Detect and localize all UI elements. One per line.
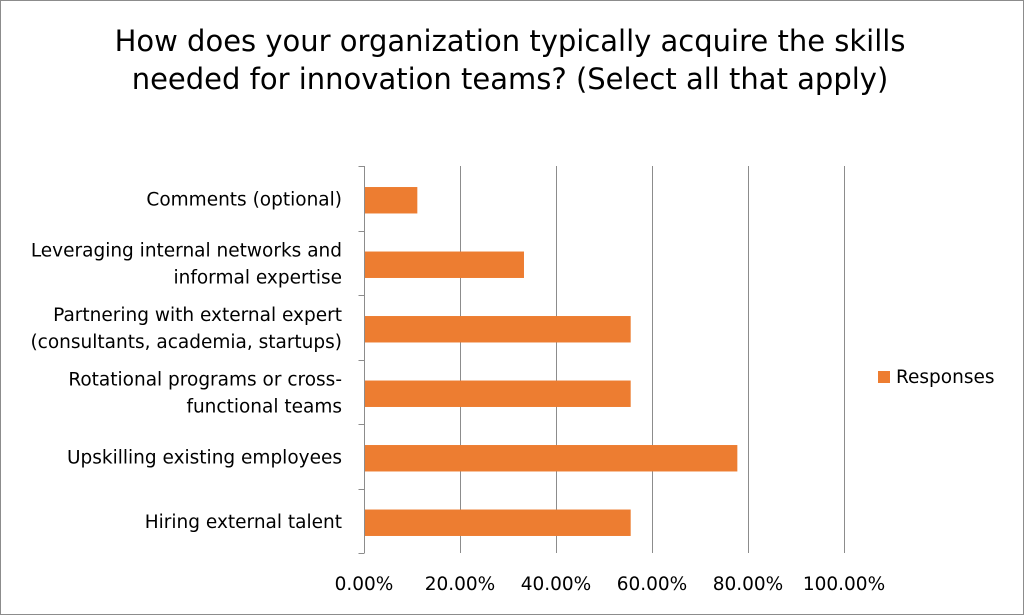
bar — [365, 316, 631, 343]
legend: Responses — [878, 364, 995, 390]
x-tick-label: 0.00% — [335, 574, 394, 595]
bar — [365, 380, 631, 407]
category-label-line: (consultants, academia, startups) — [30, 332, 342, 353]
bar — [365, 445, 738, 472]
bars — [365, 187, 738, 536]
x-tick-label: 60.00% — [617, 574, 688, 595]
category-label-line: Hiring external talent — [145, 512, 342, 533]
category-label-line: Leveraging internal networks and — [31, 240, 342, 261]
bar — [365, 187, 418, 214]
category-label: Comments (optional) — [146, 189, 342, 210]
gridlines — [460, 166, 845, 553]
category-label-line: informal expertise — [173, 267, 342, 288]
category-label-line: Partnering with external expert — [53, 305, 342, 326]
category-label-line: functional teams — [186, 396, 342, 417]
category-label: Partnering with external expert (consulta… — [30, 305, 342, 353]
category-label: Hiring external talent — [145, 512, 342, 533]
category-label-line: Rotational programs or cross- — [68, 369, 342, 390]
x-tick-label: 100.00% — [803, 574, 885, 595]
chart-title: How does your organization typically acq… — [114, 24, 906, 96]
bar — [365, 509, 631, 536]
category-label-line: Comments (optional) — [146, 189, 342, 210]
value-tick-labels: 0.00% 20.00% 40.00% 60.00% 80.00% 100.00% — [335, 574, 886, 595]
category-label: Upskilling existing employees — [67, 447, 342, 468]
category-label: Rotational programs or cross-functional … — [68, 369, 342, 417]
x-tick-label: 80.00% — [713, 574, 784, 595]
x-tick-label: 40.00% — [521, 574, 592, 595]
category-labels: Comments (optional) Leveraging internal n… — [30, 189, 342, 533]
x-tick-label: 20.00% — [425, 574, 496, 595]
category-label: Leveraging internal networks and informal… — [31, 240, 342, 288]
category-axis — [358, 166, 365, 554]
legend-label: Responses — [896, 366, 995, 388]
category-label-line: Upskilling existing employees — [67, 447, 342, 468]
bar — [365, 251, 524, 278]
legend-swatch — [878, 371, 890, 383]
